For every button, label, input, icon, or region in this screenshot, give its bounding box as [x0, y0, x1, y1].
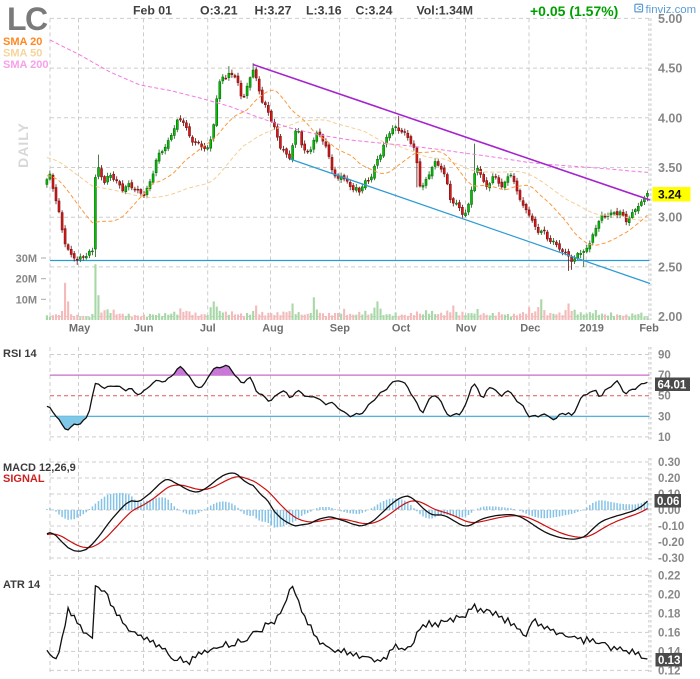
- svg-text:Feb: Feb: [639, 323, 659, 335]
- svg-text:LC: LC: [7, 1, 48, 37]
- svg-text:Jul: Jul: [200, 323, 216, 335]
- svg-text:20M: 20M: [16, 274, 37, 286]
- svg-text:Nov: Nov: [456, 323, 478, 335]
- svg-text:64.01: 64.01: [658, 379, 687, 391]
- svg-text:10M: 10M: [16, 294, 37, 306]
- svg-text:0.00: 0.00: [658, 505, 680, 517]
- svg-text:SMA 200: SMA 200: [3, 59, 48, 71]
- svg-text:2.00: 2.00: [658, 310, 682, 324]
- svg-text:Sep: Sep: [330, 323, 350, 335]
- svg-text:30M: 30M: [16, 253, 37, 265]
- svg-text:5.00: 5.00: [658, 12, 682, 26]
- svg-text:SIGNAL: SIGNAL: [3, 473, 45, 485]
- svg-text:RSI 14: RSI 14: [3, 348, 38, 360]
- svg-text:MACD 12,26,9: MACD 12,26,9: [3, 462, 76, 474]
- svg-text:3.24: 3.24: [658, 188, 682, 202]
- svg-text:Aug: Aug: [262, 323, 283, 335]
- svg-text:50: 50: [658, 391, 671, 403]
- svg-text:Vol:1.34M: Vol:1.34M: [417, 4, 474, 18]
- svg-text:0.16: 0.16: [658, 627, 680, 639]
- svg-text:ATR 14: ATR 14: [3, 579, 41, 591]
- svg-text:2.50: 2.50: [658, 260, 682, 274]
- svg-text:2019: 2019: [579, 323, 603, 335]
- svg-text:O:3.21: O:3.21: [200, 4, 238, 18]
- svg-text:-0.30: -0.30: [658, 553, 684, 565]
- svg-text:10: 10: [658, 432, 671, 444]
- svg-text:30: 30: [658, 411, 671, 423]
- svg-text:finviz.com: finviz.com: [646, 4, 697, 16]
- svg-text:0.22: 0.22: [658, 570, 680, 582]
- svg-text:4.00: 4.00: [658, 111, 682, 125]
- svg-text:SMA 20: SMA 20: [3, 36, 42, 48]
- svg-text:Jun: Jun: [134, 323, 154, 335]
- svg-text:0.18: 0.18: [658, 608, 681, 620]
- svg-text:Oct: Oct: [392, 323, 411, 335]
- svg-text:3.00: 3.00: [658, 211, 682, 225]
- svg-text:DAILY: DAILY: [15, 122, 31, 168]
- svg-text:SMA 50: SMA 50: [3, 48, 42, 60]
- svg-text:L:3.16: L:3.16: [306, 4, 342, 18]
- svg-text:-0.20: -0.20: [658, 537, 684, 549]
- svg-text:Feb 01: Feb 01: [133, 4, 172, 18]
- svg-text:0.30: 0.30: [658, 457, 680, 469]
- svg-text:+0.05 (1.57%): +0.05 (1.57%): [530, 3, 618, 19]
- svg-text:3.50: 3.50: [658, 161, 682, 175]
- svg-text:-0.10: -0.10: [658, 521, 684, 533]
- svg-text:90: 90: [658, 350, 671, 362]
- svg-text:0.06: 0.06: [657, 496, 679, 508]
- svg-text:4.50: 4.50: [658, 62, 682, 76]
- svg-text:May: May: [69, 323, 91, 335]
- svg-text:0.12: 0.12: [658, 665, 680, 677]
- svg-text:0.20: 0.20: [658, 589, 680, 601]
- svg-text:H:3.27: H:3.27: [255, 4, 292, 18]
- svg-text:C:3.24: C:3.24: [356, 4, 393, 18]
- svg-text:Dec: Dec: [520, 323, 540, 335]
- svg-text:0.20: 0.20: [658, 473, 680, 485]
- svg-text:0.13: 0.13: [658, 655, 680, 667]
